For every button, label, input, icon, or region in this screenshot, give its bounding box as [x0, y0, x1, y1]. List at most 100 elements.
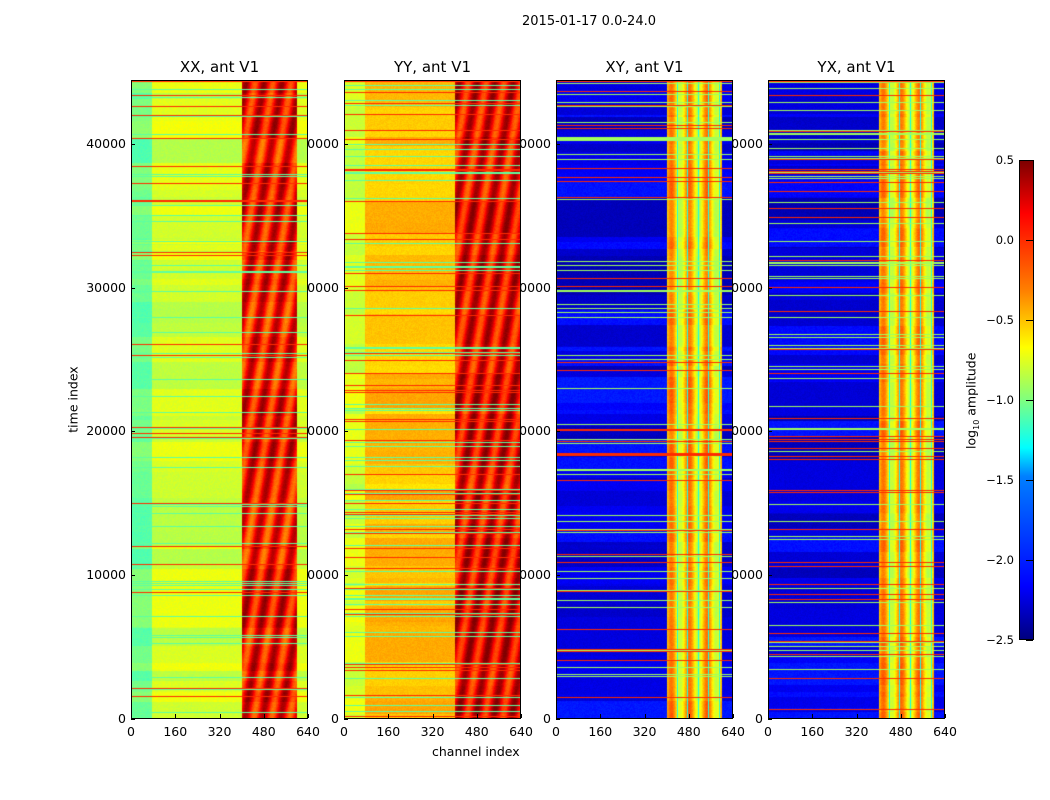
- panel-title: YX, ant V1: [817, 58, 896, 76]
- x-tick-mark: [556, 714, 557, 718]
- y-tick-mark: [556, 143, 560, 145]
- y-tick-mark: [768, 143, 772, 145]
- x-tick-label: 0: [764, 724, 772, 739]
- x-tick-label: 0: [552, 724, 560, 739]
- y-tick-mark: [344, 431, 348, 433]
- x-tick-label: 0: [127, 724, 135, 739]
- panel-title: XX, ant V1: [179, 58, 260, 76]
- heatmap-panel: [768, 80, 945, 719]
- y-tick-label: 10000: [299, 567, 339, 583]
- y-tick-label: 30000: [723, 279, 763, 295]
- y-tick-label: 0: [118, 711, 126, 726]
- y-tick-label: 20000: [86, 423, 126, 439]
- colorbar-tick-mark: [1026, 320, 1033, 321]
- figure-title: 2015-01-17 0.0-24.0: [522, 14, 656, 29]
- colorbar-tick-label: −1.0: [986, 393, 1014, 407]
- x-tick-mark: [432, 714, 434, 718]
- colorbar-tick-mark: [1026, 400, 1033, 401]
- panel-title: XY, ant V1: [605, 58, 684, 76]
- y-tick-mark: [131, 575, 135, 577]
- x-tick-mark: [900, 714, 902, 718]
- y-tick-mark: [556, 287, 560, 289]
- x-tick-mark: [600, 714, 602, 718]
- x-tick-label: 160: [376, 724, 401, 739]
- x-tick-label: 640: [296, 724, 320, 739]
- colorbar-tick-mark: [1026, 560, 1033, 561]
- heatmap-image: [345, 81, 520, 718]
- x-tick-label: 320: [844, 724, 869, 739]
- y-tick-label: 40000: [299, 135, 339, 151]
- y-tick-label: 40000: [86, 135, 126, 151]
- x-tick-label: 480: [676, 724, 701, 739]
- y-tick-mark: [131, 431, 135, 433]
- y-tick-label: 0: [331, 711, 339, 726]
- heatmap-panel: [556, 80, 733, 719]
- y-tick-label: 0: [755, 711, 763, 726]
- x-tick-mark: [945, 714, 946, 718]
- y-tick-label: 40000: [723, 135, 763, 151]
- y-tick-mark: [344, 287, 348, 289]
- x-tick-label: 640: [509, 724, 533, 739]
- x-tick-mark: [175, 714, 177, 718]
- x-tick-mark: [812, 714, 814, 718]
- y-tick-mark: [131, 287, 135, 289]
- x-tick-label: 0: [340, 724, 348, 739]
- x-tick-label: 480: [464, 724, 489, 739]
- x-tick-label: 640: [933, 724, 957, 739]
- x-tick-mark: [644, 714, 646, 718]
- y-tick-label: 10000: [86, 567, 126, 583]
- y-tick-mark: [768, 719, 772, 720]
- y-tick-mark: [556, 575, 560, 577]
- y-tick-label: 30000: [511, 279, 551, 295]
- y-tick-mark: [768, 287, 772, 289]
- y-tick-label: 10000: [511, 567, 551, 583]
- x-tick-label: 160: [588, 724, 613, 739]
- panel-title: YY, ant V1: [393, 58, 471, 76]
- x-tick-mark: [688, 714, 690, 718]
- y-tick-label: 30000: [299, 279, 339, 295]
- x-tick-label: 320: [420, 724, 445, 739]
- y-tick-label: 20000: [511, 423, 551, 439]
- y-tick-label: 0: [543, 711, 551, 726]
- x-tick-mark: [219, 714, 221, 718]
- heatmap-panel: [344, 80, 521, 719]
- colorbar-tick-mark: [1026, 480, 1033, 481]
- y-tick-mark: [344, 719, 348, 720]
- y-tick-label: 20000: [723, 423, 763, 439]
- colorbar-tick-label: 0.0: [995, 233, 1014, 247]
- y-tick-label: 40000: [511, 135, 551, 151]
- x-tick-mark: [733, 714, 734, 718]
- x-tick-mark: [308, 714, 309, 718]
- colorbar-tick-label: −2.0: [986, 553, 1014, 567]
- x-tick-mark: [344, 714, 345, 718]
- x-tick-mark: [131, 714, 132, 718]
- x-tick-mark: [521, 714, 522, 718]
- x-axis-label: channel index: [432, 744, 520, 759]
- colorbar-tick-label: −0.5: [986, 313, 1014, 327]
- x-tick-mark: [476, 714, 478, 718]
- heatmap-image: [769, 81, 944, 718]
- heatmap-image: [132, 81, 307, 718]
- colorbar-tick-mark: [1026, 640, 1033, 641]
- y-tick-mark: [344, 575, 348, 577]
- x-tick-mark: [263, 714, 265, 718]
- colorbar-tick-label: −1.5: [986, 473, 1014, 487]
- x-tick-mark: [388, 714, 390, 718]
- x-tick-mark: [856, 714, 858, 718]
- x-tick-label: 160: [163, 724, 188, 739]
- x-tick-label: 480: [251, 724, 276, 739]
- y-tick-label: 30000: [86, 279, 126, 295]
- x-tick-label: 480: [888, 724, 913, 739]
- colorbar-tick-mark: [1026, 160, 1033, 161]
- y-tick-mark: [556, 431, 560, 433]
- y-tick-label: 20000: [299, 423, 339, 439]
- x-tick-mark: [768, 714, 769, 718]
- x-tick-label: 640: [721, 724, 745, 739]
- y-tick-mark: [556, 719, 560, 720]
- heatmap-panel: [131, 80, 308, 719]
- y-tick-mark: [768, 431, 772, 433]
- x-tick-label: 320: [632, 724, 657, 739]
- x-tick-label: 320: [207, 724, 232, 739]
- y-tick-mark: [131, 143, 135, 145]
- heatmap-image: [557, 81, 732, 718]
